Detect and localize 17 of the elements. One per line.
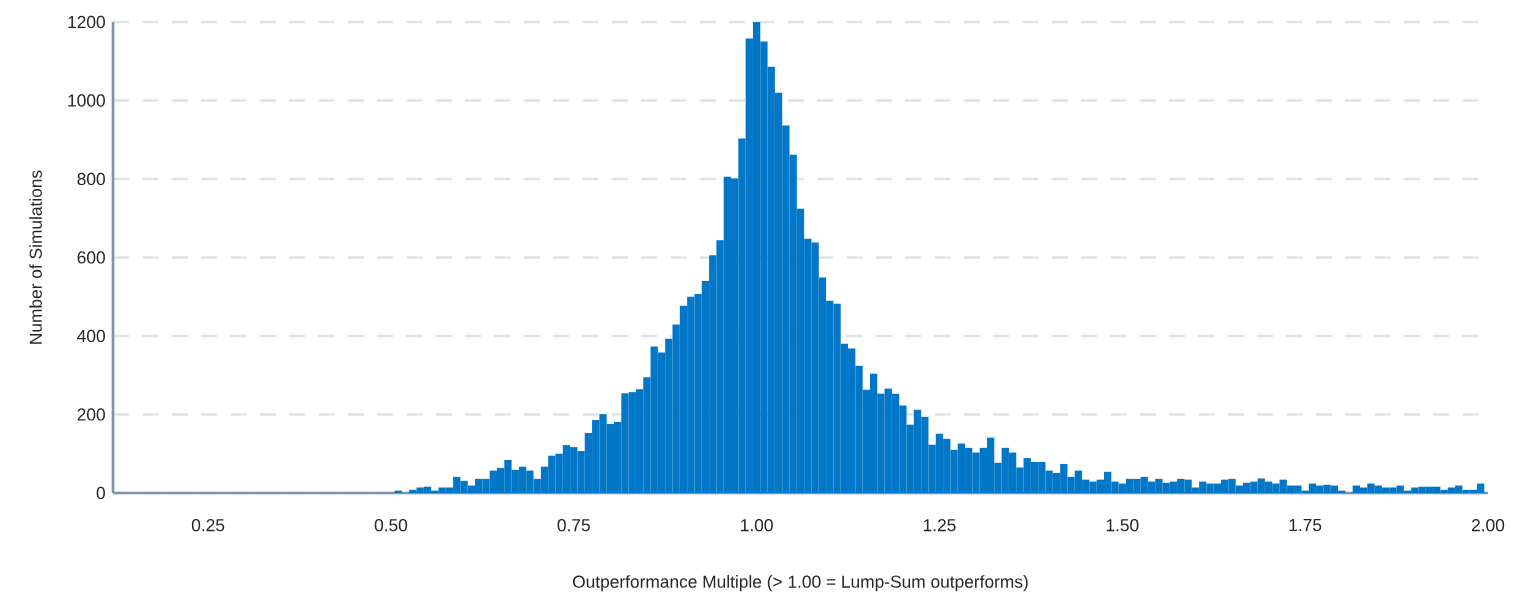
y-axis-title: Number of Simulations bbox=[29, 170, 42, 344]
x-tick-label: 0.25 bbox=[191, 519, 225, 532]
x-axis-title: Outperformance Multiple (> 1.00 = Lump-Sum outperforms) bbox=[572, 575, 1028, 592]
y-tick-label: 0 bbox=[96, 486, 105, 500]
y-tick-label: 400 bbox=[77, 329, 105, 343]
x-tick-label: 1.50 bbox=[1106, 519, 1139, 532]
y-tick-label: 200 bbox=[77, 408, 105, 421]
x-tick-label: 2.00 bbox=[1471, 519, 1505, 532]
y-tick-label: 800 bbox=[77, 172, 105, 186]
x-tick-label: 1.00 bbox=[741, 519, 773, 532]
x-tick-label: 1.25 bbox=[923, 519, 956, 532]
y-tick-label: 600 bbox=[77, 251, 105, 264]
x-tick-label: 0.75 bbox=[557, 519, 590, 532]
x-tick-label: 0.50 bbox=[374, 519, 408, 532]
y-tick-label: 1200 bbox=[68, 15, 105, 29]
x-tick-label: 1.75 bbox=[1289, 519, 1322, 532]
y-tick-label: 1000 bbox=[68, 94, 105, 107]
